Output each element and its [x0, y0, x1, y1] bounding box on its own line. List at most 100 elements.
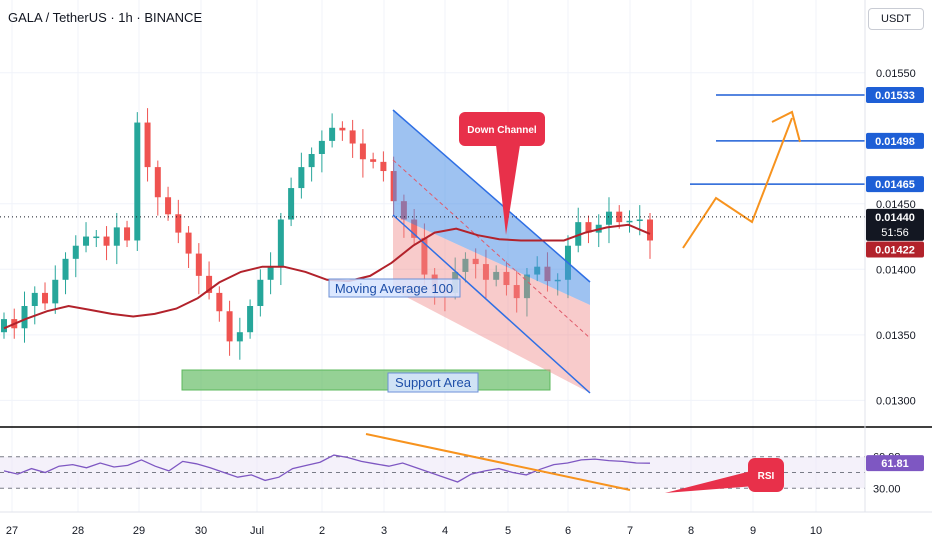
moving-average-box: [328, 278, 461, 298]
rsi-line: [3, 454, 651, 483]
candle-body: [616, 211, 623, 223]
time-tick-label: 5: [505, 525, 511, 537]
candle-body: [308, 154, 315, 168]
candle-body: [124, 227, 131, 241]
time-tick-label: 8: [688, 525, 694, 537]
channel-upper-fill: [393, 110, 590, 305]
level-price-tag: [866, 176, 924, 193]
time-tick-label: 30: [195, 525, 207, 537]
candle-body: [482, 264, 489, 280]
candle-body: [72, 245, 79, 259]
rsi-pointer: [665, 470, 755, 493]
candle-body: [339, 127, 346, 131]
candle-body: [103, 236, 110, 246]
candle-body: [195, 253, 202, 276]
rsi-callout: RSI: [665, 458, 784, 493]
candle-body: [175, 214, 182, 233]
candle-body: [380, 161, 387, 172]
candle-body: [31, 292, 38, 306]
candle-body: [216, 292, 223, 312]
candle-body: [513, 285, 520, 299]
rsi-box: [748, 458, 784, 492]
candle-body: [605, 211, 612, 225]
candle-body: [83, 236, 90, 246]
support-area-band: [181, 369, 551, 391]
rsi-tick-label: 30.00: [873, 483, 901, 495]
time-tick-label: 7: [627, 525, 633, 537]
candle-body: [503, 271, 510, 286]
time-tick-label: 10: [810, 525, 822, 537]
candle-body: [298, 167, 305, 189]
axes: 0.01550 0.01400 0.01350 0.01300 0.01450 0.015…: [0, 0, 932, 537]
candle-body: [62, 258, 69, 280]
candle-body: [21, 306, 28, 329]
candle-body: [636, 219, 643, 222]
down-channel-pointer: [496, 145, 520, 235]
candle-body: [421, 237, 428, 275]
ma-price-tag: [866, 241, 924, 258]
down-channel-callout: Down Channel: [459, 112, 545, 235]
candle-body: [52, 279, 59, 304]
current-price-label: 0.01440: [875, 212, 915, 224]
channel-bottom-line: [392, 214, 591, 394]
support-area-label: Support Area: [395, 375, 472, 390]
candle-body: [165, 197, 172, 215]
moving-average-label-group: Moving Average 100: [328, 278, 461, 298]
candle-body: [154, 167, 161, 198]
candle-body: [144, 122, 151, 168]
down-channel-label: Down Channel: [467, 125, 537, 136]
candle-body: [257, 279, 264, 306]
down-channel-box: [459, 112, 545, 146]
candle-body: [226, 311, 233, 342]
time-tick-label: 28: [72, 525, 84, 537]
projection-arrowhead: [771, 110, 801, 143]
time-tick-label: Jul: [250, 525, 264, 537]
rsi-label: RSI: [758, 471, 775, 482]
candle-body: [575, 222, 582, 246]
price-tick-label-faded: 0.01450: [876, 199, 916, 211]
level-price-tag: [866, 87, 924, 104]
candle-body: [113, 227, 120, 246]
candle-body: [462, 258, 469, 272]
moving-average-line: [3, 223, 651, 330]
candle-body: [236, 332, 243, 342]
candle-body: [267, 266, 274, 280]
time-tick-label: 29: [133, 525, 145, 537]
current-price-tag: [866, 208, 924, 241]
level-price-tag: [866, 132, 924, 149]
rsi-pane: RSI: [0, 426, 932, 493]
candle-body: [647, 219, 653, 241]
candle-body: [472, 258, 479, 265]
rsi-current-label: 61.81: [881, 458, 909, 470]
chart-title: GALA / TetherUS · 1h · BINANCE: [8, 10, 203, 25]
currency-button[interactable]: USDT: [868, 8, 924, 30]
level-price-label: 0.01533: [875, 90, 915, 102]
candle-body: [411, 219, 418, 238]
channel-top-line: [392, 109, 591, 283]
support-label-group: Support Area: [387, 372, 479, 393]
rsi-trendline: [365, 433, 631, 491]
candle-body: [370, 159, 377, 162]
ma-price-label: 0.01422: [875, 244, 915, 256]
time-tick-label: 9: [750, 525, 756, 537]
moving-average-label: Moving Average 100: [335, 281, 453, 296]
candle-body: [185, 232, 192, 254]
price-tick-label: 0.01550: [876, 68, 916, 80]
time-tick-label: 3: [381, 525, 387, 537]
level-price-label: 0.01465: [875, 179, 915, 191]
candle-body: [329, 127, 336, 141]
price-tick-label: 0.01300: [876, 395, 916, 407]
countdown-label: 51:56: [881, 227, 909, 239]
candle-body: [626, 220, 633, 223]
candle-body: [134, 122, 141, 241]
price-tick-label: 0.01350: [876, 330, 916, 342]
time-tick-label: 6: [565, 525, 571, 537]
candle-body: [359, 143, 366, 160]
candle-body: [493, 271, 500, 280]
channel-mid-line: [392, 159, 591, 339]
candle-body: [349, 130, 356, 144]
price-overlays: [181, 369, 551, 391]
candle-body: [523, 274, 530, 299]
